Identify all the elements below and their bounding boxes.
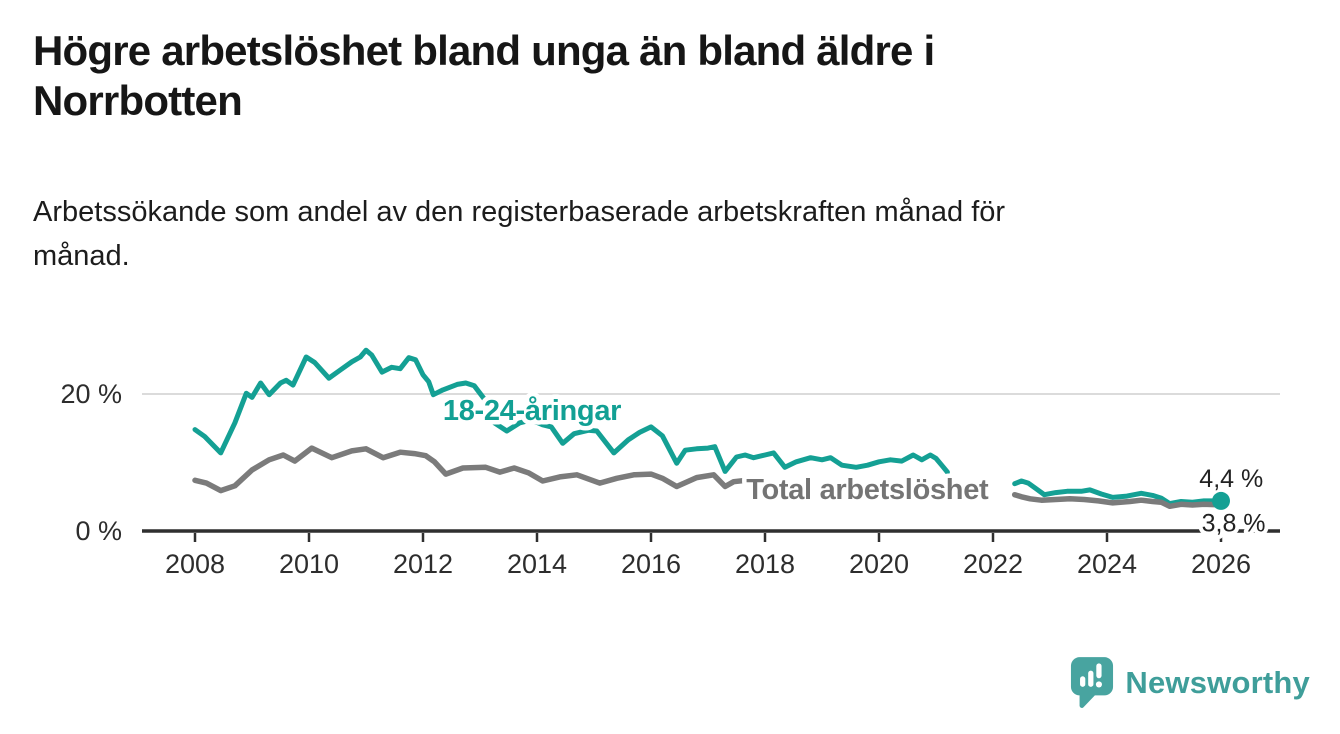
page-title-line-1: Högre arbetslöshet bland unga än bland ä… (33, 27, 935, 74)
page-title: Högre arbetslöshet bland unga än bland ä… (33, 26, 935, 126)
newsworthy-icon (1071, 657, 1114, 708)
logo-exclamation-dot (1096, 681, 1103, 688)
y-tick-label-0: 0 % (75, 516, 122, 546)
x-tick-label-2018: 2018 (735, 549, 795, 579)
x-tick-label-2012: 2012 (393, 549, 453, 579)
chart-annotation-3: 4,4 % (1199, 465, 1263, 493)
newsworthy-wordmark: Newsworthy (1125, 665, 1310, 700)
chart-annotation-1: 18-24-åringar (443, 395, 621, 427)
chart-annotation-2: Total arbetslöshet (746, 474, 989, 506)
unemployment-line-chart: 2008 2010 2012 2014 2016 2018 2020 2022 2024 2026… (60, 347, 1280, 579)
series-line-young-seg1 (192, 347, 950, 475)
x-tick-label-2008: 2008 (165, 549, 225, 579)
x-tick-label-2014: 2014 (507, 549, 567, 579)
chart-annotation-4: 3,8 % (1202, 509, 1266, 537)
logo-bar-1 (1080, 676, 1086, 687)
logo-exclamation-bar (1096, 663, 1102, 679)
x-tick-label-2020: 2020 (849, 549, 909, 579)
series-line-total-seg1 (192, 445, 749, 494)
chart-subtitle-line-2: månad. (33, 240, 130, 272)
page-title-line-2: Norrbotten (33, 77, 243, 124)
x-tick-label-2016: 2016 (621, 549, 681, 579)
chart-subtitle-line-1: Arbetssökande som andel av den registerb… (33, 196, 1006, 228)
series-line-total-seg2 (1011, 491, 1227, 510)
newsworthy-logo: Newsworthy (1070, 656, 1310, 710)
x-tick-label-2022: 2022 (963, 549, 1023, 579)
x-tick-label-2026: 2026 (1191, 549, 1251, 579)
logo-bar-2 (1088, 670, 1094, 687)
x-tick-label-2024: 2024 (1077, 549, 1137, 579)
y-tick-label-20: 20 % (60, 379, 122, 409)
x-tick-label-2010: 2010 (279, 549, 339, 579)
latest-value-dot (1212, 491, 1230, 510)
chart-subtitle: Arbetssökande som andel av den registerb… (33, 190, 1005, 278)
